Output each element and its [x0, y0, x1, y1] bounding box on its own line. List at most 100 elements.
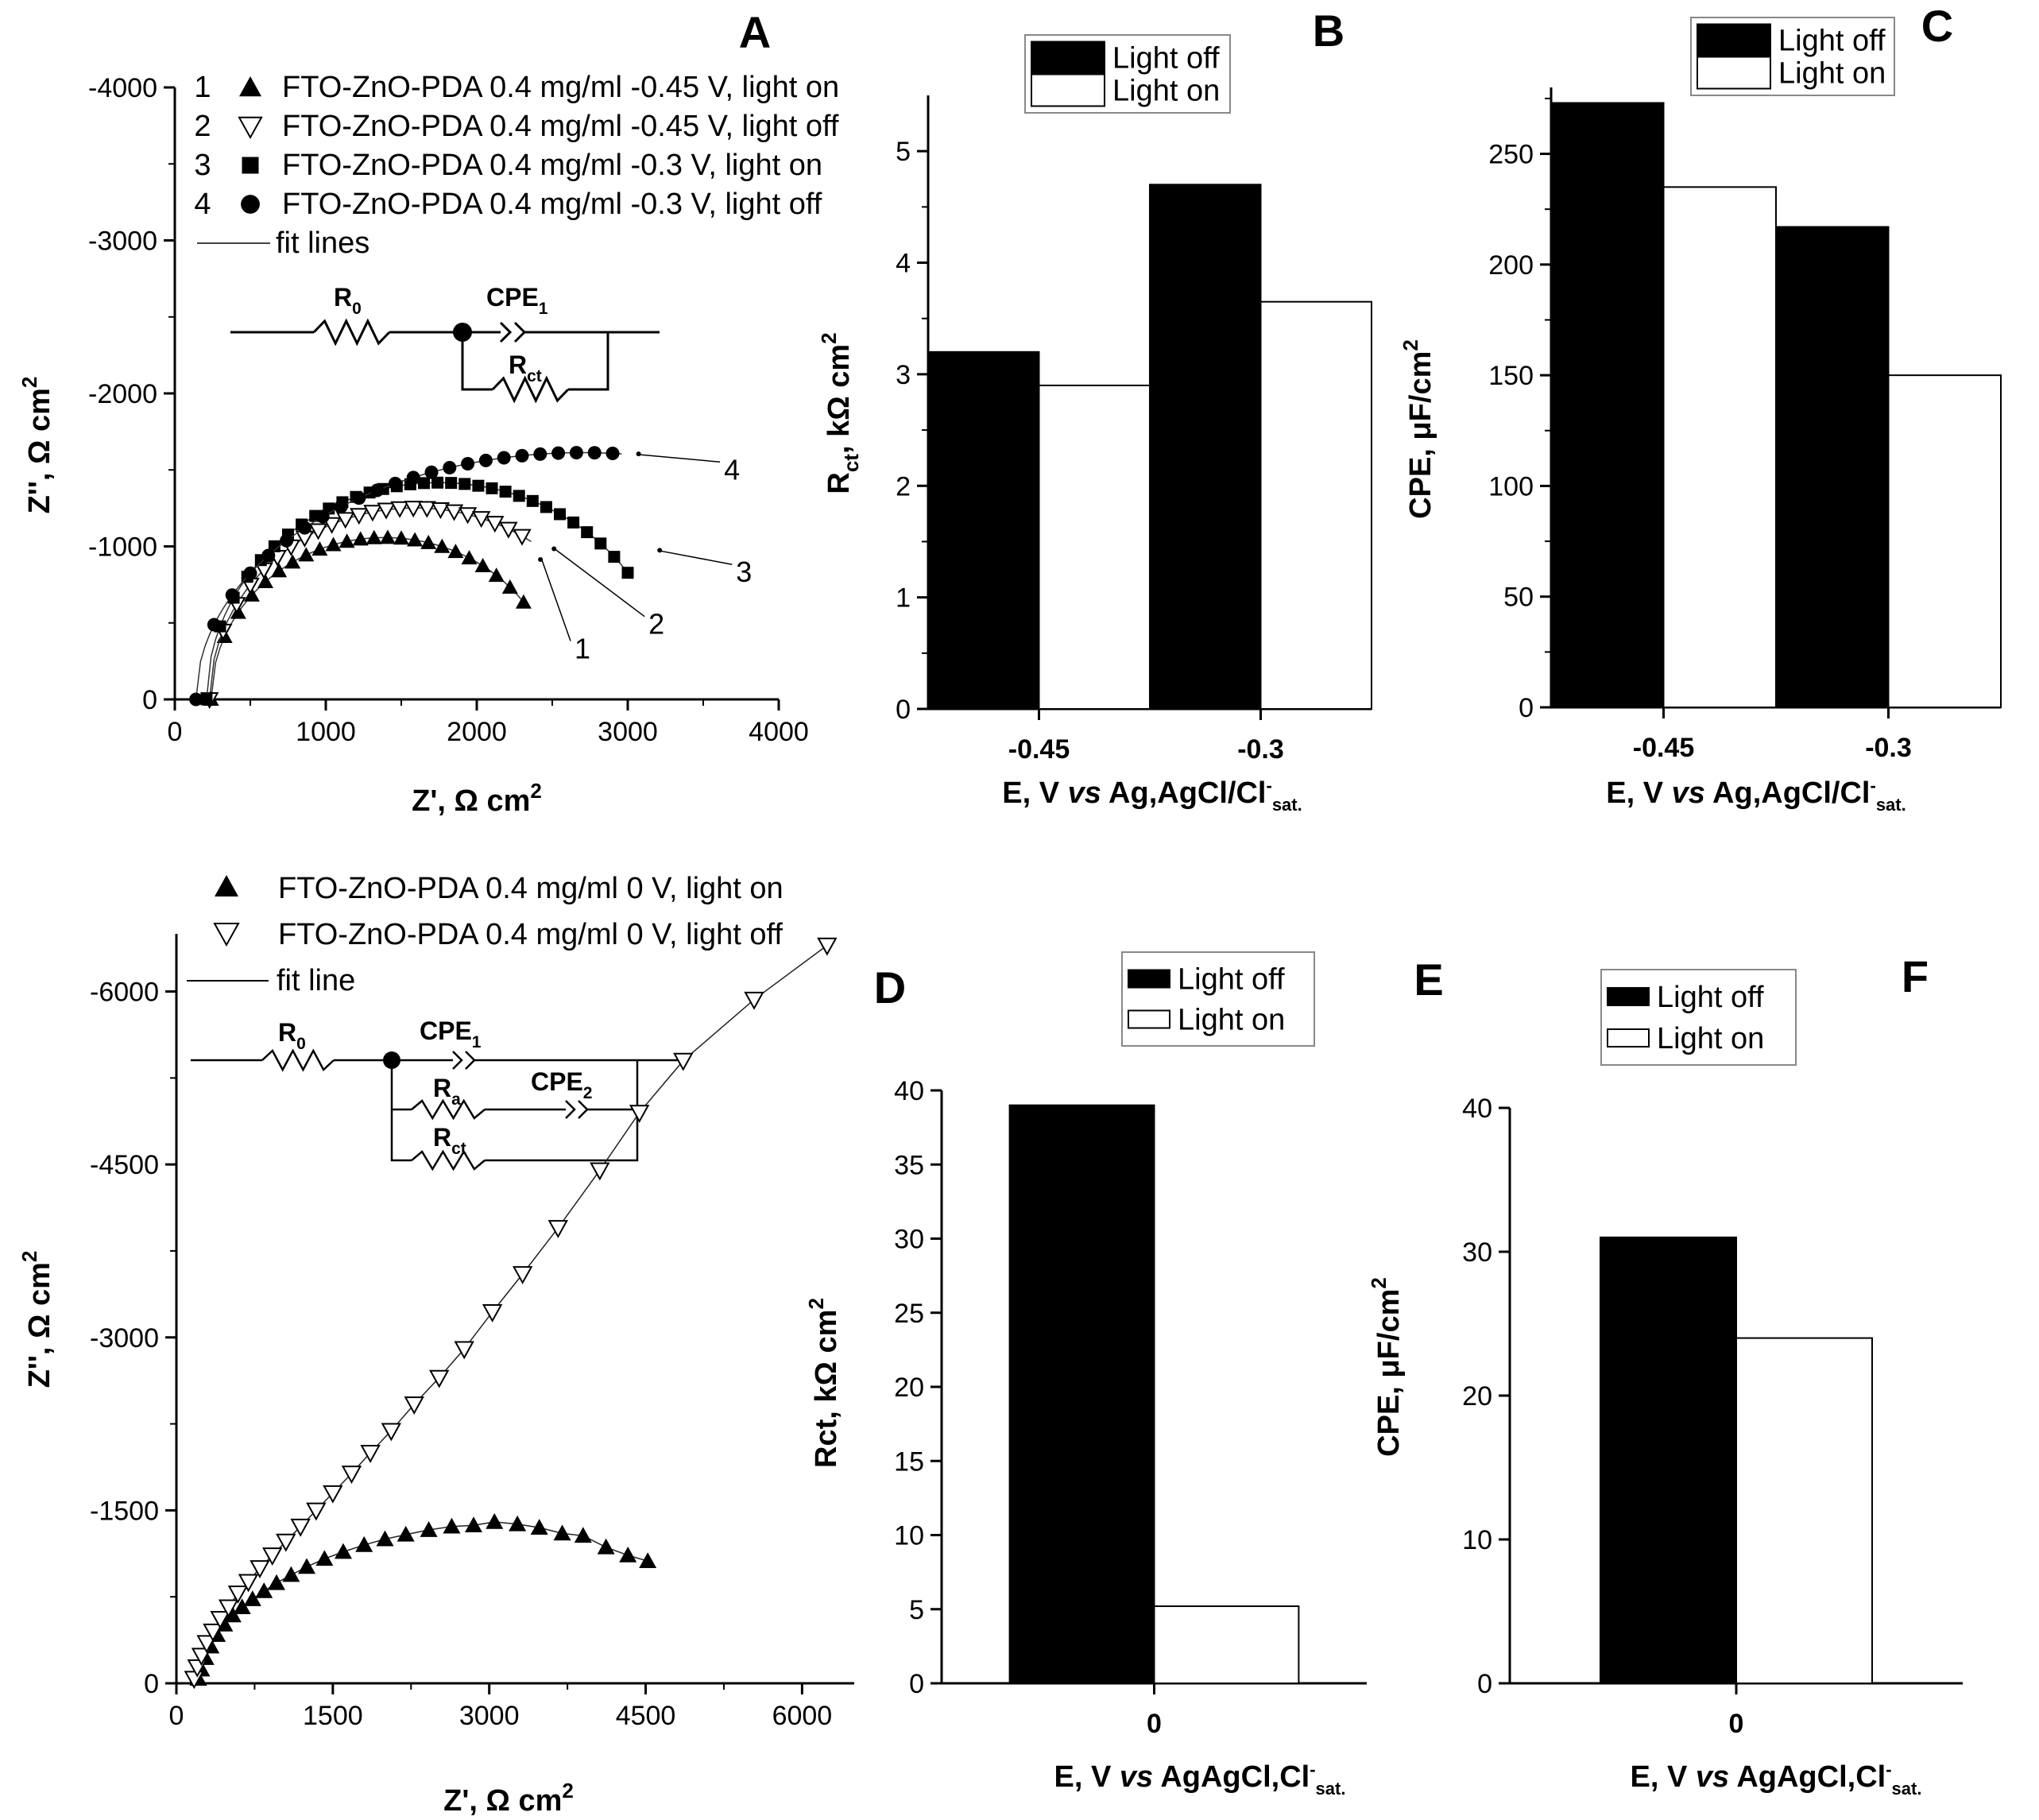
panel-a-y-tick-label: -1000	[88, 532, 157, 563]
panel-a-curve-label: 4	[724, 453, 740, 486]
panel-c-y-tick-label: 200	[1488, 250, 1534, 281]
panel-nyquist-circuit-wire	[390, 1060, 412, 1162]
panel-a-point-series-3	[445, 477, 458, 490]
panel-d-legend-label: Light off	[1178, 963, 1285, 997]
panel-a-point-series-4	[569, 446, 583, 460]
panel-nyquist-circuit-label-r0: R0	[278, 1018, 306, 1053]
panel-d-y-tick-label: 40	[894, 1076, 924, 1106]
panel-f-y-tick-label: 10	[1462, 1525, 1492, 1555]
panel-nyquist-x-tick-label: 3000	[459, 1701, 520, 1731]
panel-a-point-series-3	[554, 508, 566, 521]
panel-a-x-tick-label: 2000	[447, 717, 507, 747]
panel-nyquist-y-tick-label: -6000	[90, 978, 159, 1008]
panel-c-y-tick-label: 50	[1503, 583, 1534, 613]
panel-a-curve-arrowhead	[551, 546, 557, 552]
panel-d-legend-box	[1121, 951, 1315, 1047]
panel-a-point-series-2	[322, 517, 342, 534]
panel-b-x-label-tail: Ag,AgCl/Cl	[1101, 776, 1267, 810]
panel-a-point-series-4	[280, 533, 294, 548]
panel-a-point-series-3	[513, 490, 525, 502]
panel-a-point-series-3	[486, 482, 498, 494]
panel-nyquist-point-light-on	[553, 1524, 571, 1541]
panel-c-letter: C	[1921, 1, 1953, 51]
panel-f-y-label: CPE, μF/cm2	[1367, 1277, 1406, 1457]
panel-nyquist-point-light-on	[420, 1521, 438, 1537]
panel-nyquist-circuit-cpe2	[565, 1100, 589, 1119]
panel-b-x-label: E, V vs Ag,AgCl/Cl-sat.	[1002, 776, 1302, 815]
panel-b-y-tick-label: 5	[896, 137, 911, 167]
panel-nyquist-circuit-resistor-ra	[411, 1098, 486, 1121]
panel-a-circuit-wire	[568, 332, 609, 391]
panel-a-curve-arrow	[555, 548, 645, 618]
panel-a-point-series-1	[284, 554, 301, 569]
panel-a-curve-arrowhead	[636, 451, 641, 457]
panel-b-x-tick-label: -0.45	[1008, 734, 1070, 765]
panel-nyquist-point-light-on	[282, 1566, 300, 1582]
panel-nyquist-circuit-label-cpe2: CPE2	[531, 1067, 592, 1102]
panel-a-point-series-4	[189, 692, 203, 707]
panel-a-point-series-1	[379, 529, 396, 544]
panel-d-y-tick-label: 5	[909, 1595, 924, 1625]
panel-nyquist-point-light-on	[509, 1515, 527, 1532]
panel-a-point-series-1	[407, 532, 424, 547]
panel-d-y-tick-label: 10	[894, 1521, 924, 1551]
panel-f-legend-label: Light off	[1657, 981, 1764, 1014]
panel-a-point-series-3	[472, 479, 485, 492]
panel-c-y-tick-label: 250	[1488, 140, 1534, 170]
panel-b-y-label-tail: , kΩ cm	[822, 344, 856, 454]
panel-a-point-series-1	[515, 594, 532, 609]
panel-d-bar-light-off	[1008, 1104, 1155, 1684]
panel-b-bar-light-off	[1149, 184, 1262, 711]
panel-a-circuit-resistor-rct	[491, 375, 570, 404]
panel-b-bar-light-off	[927, 350, 1040, 710]
panel-a-point-series-1	[474, 557, 491, 572]
panel-nyquist-point-light-off	[404, 1396, 424, 1415]
panel-nyquist-point-light-off	[547, 1220, 569, 1239]
panel-f-x-label-italic: vs	[1696, 1760, 1729, 1794]
panel-a-curve-arrow	[541, 560, 571, 641]
panel-a-y-tick-label: -3000	[88, 227, 157, 257]
panel-d-x-label-italic: vs	[1120, 1760, 1153, 1794]
panel-nyquist-point-light-off	[323, 1485, 343, 1504]
panel-nyquist-point-light-off	[218, 1599, 239, 1618]
panel-nyquist-point-light-off	[381, 1423, 402, 1442]
panel-nyquist-point-light-on	[255, 1582, 273, 1598]
panel-b-legend-swatch	[1031, 41, 1105, 75]
panel-nyquist-point-light-on	[233, 1598, 251, 1615]
panel-nyquist-circuit-label-cpe1-sub: 1	[472, 1033, 482, 1051]
panel-a-point-series-1	[393, 530, 409, 545]
panel-c-x-label-sup: -	[1870, 776, 1875, 796]
panel-nyquist-x-label: Z', Ω cm2	[443, 1779, 574, 1818]
panel-a-point-series-2	[486, 516, 505, 533]
panel-c-x-label-tail: Ag,AgCl/Cl	[1705, 776, 1871, 810]
panel-a-x-tick-label: 4000	[749, 717, 809, 747]
panel-nyquist-point-light-off	[196, 1635, 217, 1654]
panel-a-point-series-4	[225, 588, 239, 602]
panel-nyquist-x-label-sup: 2	[562, 1779, 573, 1803]
panel-a-point-series-3	[526, 494, 539, 507]
panel-nyquist-circuit-label-r0-sub: 0	[296, 1035, 306, 1053]
panel-d-legend-swatch	[1128, 969, 1170, 989]
panel-a-point-series-3	[418, 477, 430, 490]
panel-a-circuit-label-cpe: CPE1	[486, 283, 548, 318]
panel-nyquist-circuit-label-ra: Ra	[433, 1074, 461, 1109]
panel-a-point-series-1	[257, 573, 273, 588]
panel-a-circuit-cpe	[499, 321, 527, 343]
panel-b-y-tick-label: 3	[896, 360, 911, 390]
panel-nyquist-circuit-label-ra-sub: a	[451, 1090, 461, 1109]
panel-b-legend-swatch	[1031, 73, 1105, 107]
panel-a-point-series-3	[540, 501, 552, 513]
panel-a-point-series-2	[513, 529, 532, 546]
panel-a-fit-line	[206, 482, 633, 700]
panel-nyquist-point-light-off	[203, 1623, 223, 1642]
panel-a-circuit-label-r0-sub: 0	[352, 300, 362, 318]
panel-d-bar-light-on	[1153, 1605, 1300, 1685]
panel-nyquist-point-light-on	[334, 1543, 352, 1559]
panel-c-x-tick-label: -0.45	[1633, 733, 1695, 763]
panel-nyquist-circuit-cpe1	[452, 1051, 476, 1070]
panel-a-point-series-3	[499, 486, 512, 498]
panel-a-point-series-4	[352, 491, 366, 505]
panel-a-point-series-2	[472, 511, 491, 529]
panel-nyquist-fit-line	[193, 944, 828, 1679]
panel-a-point-series-2	[444, 504, 464, 521]
